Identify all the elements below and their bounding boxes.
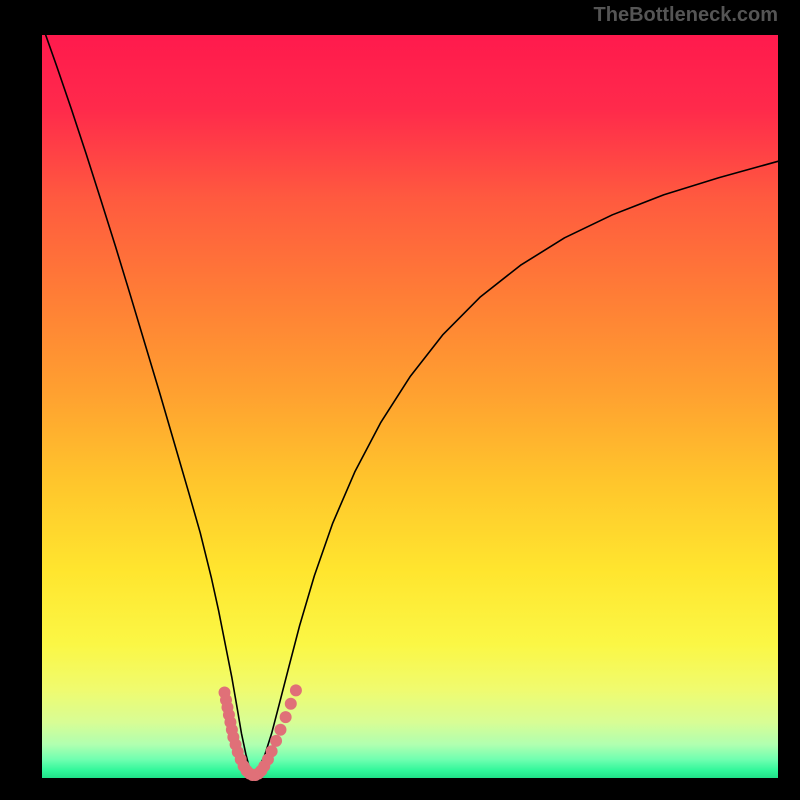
marker-dot [280, 711, 292, 723]
marker-dot [274, 724, 286, 736]
watermark-text: TheBottleneck.com [594, 4, 778, 27]
marker-dot [266, 745, 278, 757]
marker-dot [285, 698, 297, 710]
bottleneck-chart [0, 0, 800, 800]
marker-dot [290, 684, 302, 696]
chart-container: TheBottleneck.com [0, 0, 800, 800]
marker-dot [270, 735, 282, 747]
